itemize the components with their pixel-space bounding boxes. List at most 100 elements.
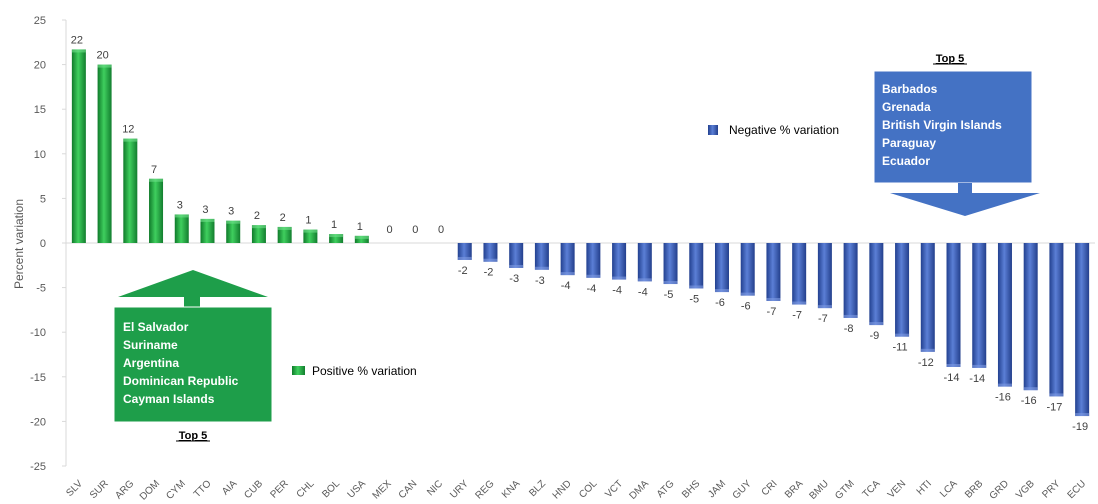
bar-cym xyxy=(174,214,189,243)
data-label-mex: 0 xyxy=(387,224,393,236)
data-label-chl: 1 xyxy=(305,215,311,227)
negative-top5-item-3: British Virgin Islands xyxy=(882,118,1002,132)
x-tick-label-kna: KNA xyxy=(500,478,523,501)
bar-chl xyxy=(303,229,318,243)
bar-cap xyxy=(174,214,189,218)
bar-cap xyxy=(972,364,987,368)
y-tick-label: 15 xyxy=(34,104,46,116)
data-label-ven: -11 xyxy=(893,342,908,354)
bar-cap xyxy=(251,225,266,229)
data-label-lca: -14 xyxy=(944,372,960,384)
bar-ven xyxy=(895,243,910,337)
data-label-arg: 12 xyxy=(122,124,134,136)
bar-kna xyxy=(509,243,524,268)
data-label-atg: -5 xyxy=(664,289,674,301)
bar-cap xyxy=(792,301,807,305)
bar-cap xyxy=(277,226,292,230)
positive-top5-item-3: Argentina xyxy=(123,356,179,370)
data-label-reg: -2 xyxy=(484,267,494,279)
data-label-tca: -9 xyxy=(869,330,879,342)
bar-cap xyxy=(329,234,344,238)
negative-top5-item-1: Barbados xyxy=(882,82,938,96)
bar-cap xyxy=(560,272,575,276)
positive-top5-item-2: Suriname xyxy=(123,338,178,352)
y-tick-label: 20 xyxy=(34,60,46,72)
x-tick-label-hti: HTI xyxy=(915,478,934,497)
x-tick-label-lca: LCA xyxy=(938,478,960,500)
bar-pry xyxy=(1049,243,1064,397)
bar-brb xyxy=(972,243,987,368)
negative-top5-item-2: Grenada xyxy=(882,100,931,114)
bar-cap xyxy=(123,138,138,142)
data-label-bol: 1 xyxy=(331,219,337,231)
bar-cap xyxy=(226,220,241,224)
x-tick-label-vgb: VGB xyxy=(1014,478,1037,501)
bar-ury xyxy=(457,243,472,260)
bar-cap xyxy=(303,229,318,233)
data-label-ecu: -19 xyxy=(1072,421,1088,433)
legend-positive: Positive % variation xyxy=(292,364,417,378)
bar-cap xyxy=(457,256,472,260)
bar-bol xyxy=(329,234,344,243)
bars-group xyxy=(71,49,1090,417)
bar-cap xyxy=(714,289,729,293)
bar-bmu xyxy=(817,243,832,309)
legend-positive-label: Positive % variation xyxy=(312,364,417,378)
x-tick-label-ecu: ECU xyxy=(1066,478,1089,501)
data-label-bmu: -7 xyxy=(818,313,828,325)
x-tick-label-vct: VCT xyxy=(603,478,625,500)
legend-negative: Negative % variation xyxy=(708,123,839,137)
negative-top5-box xyxy=(873,70,1033,184)
data-label-vgb: -16 xyxy=(1021,395,1037,407)
x-tick-label-mex: MEX xyxy=(371,478,394,501)
legend-negative-swatch xyxy=(708,125,718,135)
y-tick-label: -5 xyxy=(36,283,46,295)
data-label-aia: 3 xyxy=(228,206,234,218)
data-label-ury: -2 xyxy=(458,265,468,277)
bar-cap xyxy=(997,383,1012,387)
positive-top5-title: Top 5 xyxy=(179,430,208,442)
bar-cap xyxy=(946,363,961,367)
bar-cap xyxy=(895,333,910,337)
y-tick-label: 10 xyxy=(34,149,46,161)
legend-positive-swatch xyxy=(292,366,305,375)
x-tick-label-ven: VEN xyxy=(886,478,908,500)
bar-ecu xyxy=(1075,243,1090,417)
x-tick-label-bmu: BMU xyxy=(808,478,832,502)
bar-lca xyxy=(946,243,961,367)
bar-cap xyxy=(149,178,164,182)
bar-vct xyxy=(612,243,627,280)
y-axis-title: Percent variation xyxy=(12,199,26,289)
bar-cap xyxy=(1075,413,1090,417)
x-tick-label-tto: TTO xyxy=(192,478,214,500)
bar-cub xyxy=(251,225,266,243)
data-label-pry: -17 xyxy=(1046,401,1062,413)
bar-cap xyxy=(1023,387,1038,391)
bar-cap xyxy=(354,235,369,239)
x-tick-label-sur: SUR xyxy=(88,478,111,501)
x-tick-label-jam: JAM xyxy=(706,478,728,500)
data-label-col: -4 xyxy=(586,283,596,295)
x-tick-label-tca: TCA xyxy=(861,478,883,500)
data-label-vct: -4 xyxy=(612,285,622,297)
data-label-bra: -7 xyxy=(792,310,802,322)
data-label-usa: 1 xyxy=(357,221,363,233)
bar-cri xyxy=(766,243,781,301)
data-label-slv: 22 xyxy=(71,34,83,46)
y-tick-label: -15 xyxy=(30,372,46,384)
y-tick-label: 5 xyxy=(40,193,46,205)
bar-hnd xyxy=(560,243,575,276)
bar-cap xyxy=(689,285,704,289)
bar-atg xyxy=(663,243,678,285)
data-label-kna: -3 xyxy=(509,273,519,285)
data-label-blz: -3 xyxy=(535,275,545,287)
bar-vgb xyxy=(1023,243,1038,391)
bar-cap xyxy=(843,314,858,318)
x-tick-label-col: COL xyxy=(577,478,600,501)
legend-negative-label: Negative % variation xyxy=(729,123,839,137)
y-tick-label: -10 xyxy=(30,327,46,339)
x-tick-label-bra: BRA xyxy=(783,478,806,501)
bar-cap xyxy=(612,276,627,280)
y-tick-label: 25 xyxy=(34,15,46,27)
